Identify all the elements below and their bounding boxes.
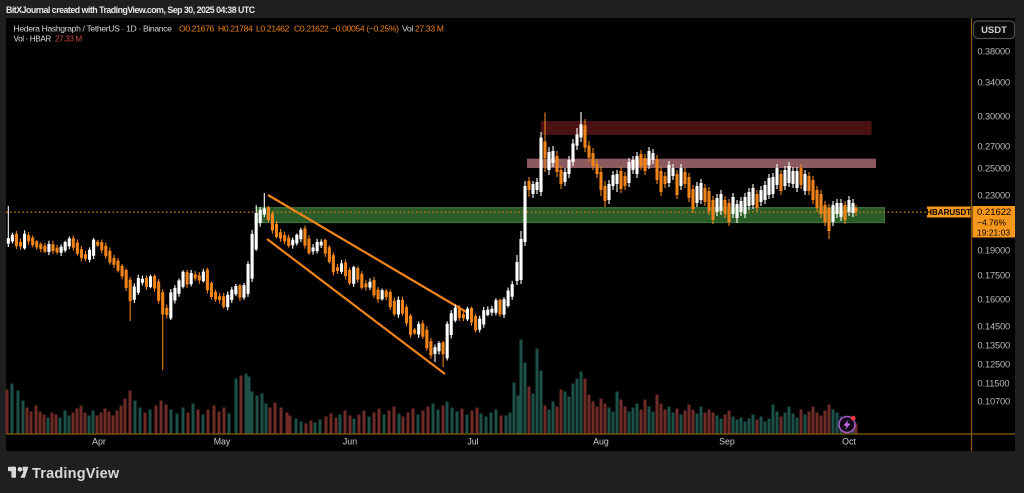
svg-text:0.21622: 0.21622 (977, 207, 1011, 218)
svg-text:0.38000: 0.38000 (978, 47, 1011, 57)
svg-text:0.10700: 0.10700 (978, 397, 1011, 407)
svg-text:−0.00054 (−0.25%): −0.00054 (−0.25%) (331, 24, 399, 34)
svg-text:H0.21784: H0.21784 (218, 24, 253, 34)
svg-text:USDT: USDT (981, 25, 1007, 36)
svg-text:0.23000: 0.23000 (978, 191, 1011, 201)
svg-text:0.19000: 0.19000 (978, 246, 1011, 256)
svg-text:0.12500: 0.12500 (978, 360, 1011, 370)
svg-text:27.33 M: 27.33 M (55, 35, 82, 44)
svg-text:0.14500: 0.14500 (978, 322, 1011, 332)
svg-text:C0.21622: C0.21622 (294, 24, 329, 34)
svg-text:Jul: Jul (467, 437, 478, 447)
svg-text:0.34000: 0.34000 (978, 78, 1011, 88)
svg-text:Oct: Oct (842, 437, 856, 447)
svg-text:−4.76%: −4.76% (977, 218, 1007, 228)
svg-text:May: May (214, 437, 231, 447)
svg-text:BitXJournal created with Tradi: BitXJournal created with TradingView.com… (6, 5, 256, 15)
svg-text:27.33 M: 27.33 M (415, 24, 444, 34)
svg-text:Apr: Apr (92, 437, 106, 447)
svg-text:Aug: Aug (593, 437, 609, 447)
svg-text:Vol · HBAR: Vol · HBAR (14, 35, 52, 44)
svg-text:0.16000: 0.16000 (978, 295, 1011, 305)
svg-text:L0.21462: L0.21462 (256, 24, 290, 34)
svg-text:Hedera Hashgraph / TetherUS ·: Hedera Hashgraph / TetherUS · 1D · Binan… (14, 24, 173, 34)
svg-text:TradingView: TradingView (32, 466, 120, 482)
svg-text:0.30000: 0.30000 (978, 112, 1011, 122)
svg-text:0.13500: 0.13500 (978, 341, 1011, 351)
svg-text:O0.21676: O0.21676 (179, 24, 215, 34)
svg-text:0.27000: 0.27000 (978, 142, 1011, 152)
svg-text:19:21:03: 19:21:03 (977, 228, 1010, 238)
svg-text:Jun: Jun (343, 437, 357, 447)
svg-text:Vol: Vol (402, 24, 413, 34)
svg-text:0.25000: 0.25000 (978, 164, 1011, 174)
svg-text:HBARUSDT: HBARUSDT (926, 208, 971, 217)
svg-text:0.17500: 0.17500 (978, 271, 1011, 281)
svg-text:0.11500: 0.11500 (978, 379, 1010, 389)
svg-text:Sep: Sep (719, 437, 735, 447)
